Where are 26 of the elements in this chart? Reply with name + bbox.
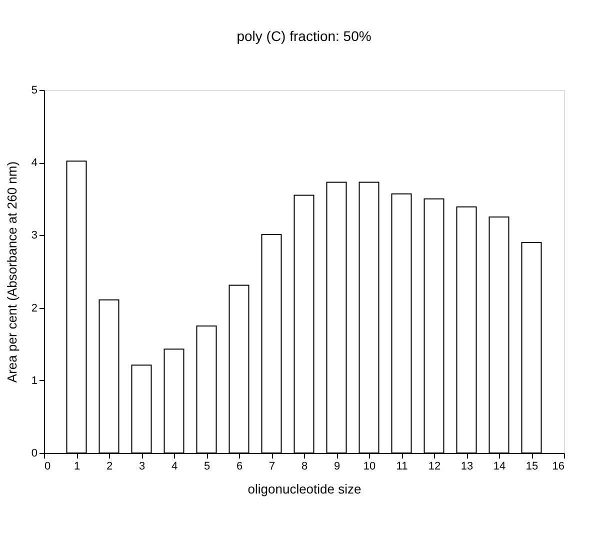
chart-title: poly (C) fraction: 50% <box>236 28 372 44</box>
y-tick-label: 5 <box>31 84 38 96</box>
x-tick-label: 16 <box>552 460 564 472</box>
x-tick-label: 12 <box>428 460 441 472</box>
x-tick-label: 0 <box>44 460 51 472</box>
y-axis-title: Area per cent (Absorbance at 260 nm) <box>4 161 20 383</box>
x-tick-label: 11 <box>396 460 408 472</box>
x-tick-label: 10 <box>363 460 376 472</box>
x-tick-label: 3 <box>138 460 146 472</box>
x-tick-label: 7 <box>268 460 276 472</box>
x-tick-label: 14 <box>493 460 506 472</box>
y-tick-label: 1 <box>31 374 38 387</box>
x-tick-label: 6 <box>236 460 243 472</box>
x-tick-label: 9 <box>334 460 340 472</box>
x-axis-title: oligonucleotide size <box>248 482 362 496</box>
y-tick-label: 2 <box>31 302 38 314</box>
x-tick-label: 5 <box>204 460 210 472</box>
y-tick-label: 0 <box>31 448 38 460</box>
y-tick-label: 3 <box>31 230 38 242</box>
x-tick-label: 13 <box>460 460 474 472</box>
x-tick-label: 8 <box>301 460 308 472</box>
y-tick-label: 4 <box>31 157 38 170</box>
x-tick-label: 2 <box>106 460 113 472</box>
x-tick-label: 15 <box>526 460 538 472</box>
x-tick-label: 4 <box>171 460 178 472</box>
x-tick-label: 1 <box>74 460 80 472</box>
